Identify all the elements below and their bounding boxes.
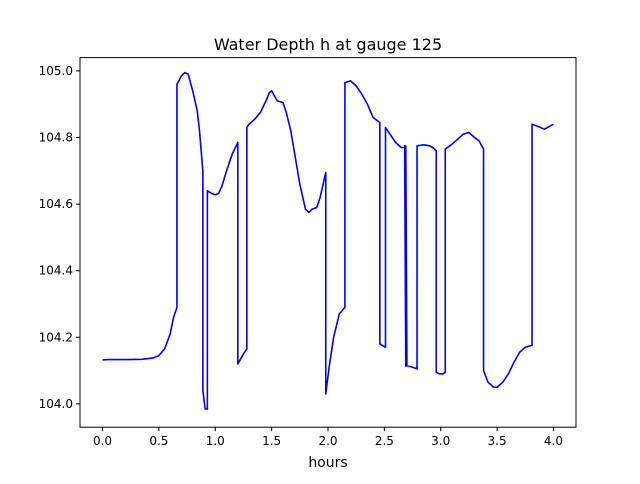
y-tick-label: 104.6	[39, 197, 73, 211]
y-tick-label: 104.0	[39, 397, 73, 411]
x-axis-label: hours	[308, 455, 347, 471]
y-tick-label: 105.0	[39, 64, 73, 78]
chart-title: Water Depth h at gauge 125	[214, 35, 442, 54]
x-tick-label: 3.0	[431, 434, 450, 448]
series-line-0	[102, 71, 554, 410]
y-axis: 104.0 104.2 104.4 104.6 104.8 105.0	[39, 64, 80, 411]
y-tick-label: 104.2	[39, 330, 73, 344]
x-tick-label: 4.0	[544, 434, 563, 448]
x-tick-label: 1.5	[262, 434, 281, 448]
plot-area	[102, 71, 554, 410]
x-axis: 0.0 0.5 1.0 1.5 2.0 2.5 3.0 3.5 4.0	[93, 427, 563, 448]
axes-frame	[79, 57, 577, 428]
x-tick-label: 0.0	[93, 434, 112, 448]
x-tick-label: 3.5	[488, 434, 507, 448]
y-tick-label: 104.4	[39, 264, 73, 278]
x-tick-label: 0.5	[149, 434, 168, 448]
x-tick-label: 1.0	[206, 434, 225, 448]
y-tick-label: 104.8	[39, 131, 73, 145]
x-tick-label: 2.0	[318, 434, 337, 448]
x-tick-label: 2.5	[375, 434, 394, 448]
